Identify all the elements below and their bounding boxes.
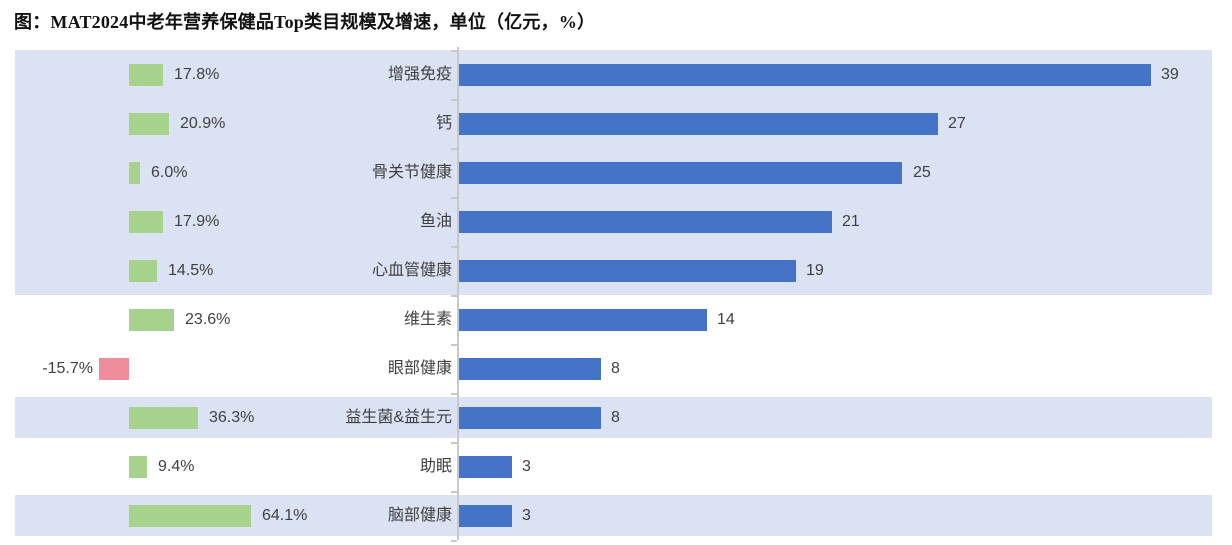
category-label: 鱼油 (419, 212, 452, 230)
axis-tick (451, 344, 457, 346)
size-value-label: 3 (522, 506, 531, 524)
category-axis-line (457, 47, 459, 540)
size-bar (459, 308, 707, 331)
growth-value-label: 36.3% (209, 408, 255, 426)
axis-tick (451, 540, 457, 542)
growth-value-label: 23.6% (185, 310, 231, 328)
size-bar (459, 455, 512, 478)
category-label: 维生素 (403, 310, 452, 328)
size-value-label: 14 (717, 310, 735, 328)
size-bar (459, 112, 938, 135)
growth-value-label: 20.9% (180, 114, 226, 132)
axis-tick (451, 50, 457, 52)
growth-value-label: 14.5% (168, 261, 214, 279)
size-value-label: 8 (611, 408, 620, 426)
size-bar (459, 210, 832, 233)
axis-tick (451, 148, 457, 150)
growth-bar (129, 63, 163, 86)
growth-bar (99, 357, 129, 380)
size-value-label: 21 (842, 212, 860, 230)
size-value-label: 8 (611, 359, 620, 377)
growth-bar (129, 161, 140, 184)
growth-value-label: 17.8% (174, 65, 220, 83)
category-label: 眼部健康 (387, 359, 452, 377)
chart-title: 图：MAT2024中老年营养保健品Top类目规模及增速，单位（亿元，%） (14, 12, 596, 32)
size-bar (459, 63, 1151, 86)
category-label: 增强免疫 (387, 65, 452, 83)
growth-value-label: 9.4% (158, 457, 195, 475)
axis-tick (451, 295, 457, 297)
size-bar (459, 161, 902, 184)
size-value-label: 39 (1161, 65, 1179, 83)
axis-tick (451, 246, 457, 248)
axis-tick (451, 197, 457, 199)
size-bar (459, 406, 601, 429)
growth-bar (129, 406, 198, 429)
axis-tick (451, 491, 457, 493)
category-label: 益生菌&益生元 (345, 408, 452, 426)
growth-bar (129, 112, 169, 135)
size-bar (459, 259, 796, 282)
growth-bar (129, 259, 157, 282)
category-label: 骨关节健康 (371, 163, 452, 181)
category-label: 助眠 (419, 457, 452, 475)
size-value-label: 25 (913, 163, 931, 181)
category-label: 钙 (435, 114, 452, 132)
growth-bar (129, 308, 174, 331)
axis-tick (451, 99, 457, 101)
size-bar (459, 357, 601, 380)
category-label: 心血管健康 (371, 261, 452, 279)
growth-bar (129, 504, 251, 527)
axis-tick (451, 442, 457, 444)
growth-value-label: 64.1% (262, 506, 308, 524)
axis-tick (451, 393, 457, 395)
size-value-label: 27 (948, 114, 966, 132)
growth-bar (129, 210, 163, 233)
size-value-label: 19 (806, 261, 824, 279)
growth-value-label: 6.0% (151, 163, 188, 181)
category-label: 脑部健康 (387, 506, 452, 524)
growth-bar (129, 455, 147, 478)
size-value-label: 3 (522, 457, 531, 475)
row-band (15, 397, 1212, 438)
growth-value-label: 17.9% (174, 212, 220, 230)
growth-value-label: -15.7% (42, 359, 93, 377)
size-bar (459, 504, 512, 527)
